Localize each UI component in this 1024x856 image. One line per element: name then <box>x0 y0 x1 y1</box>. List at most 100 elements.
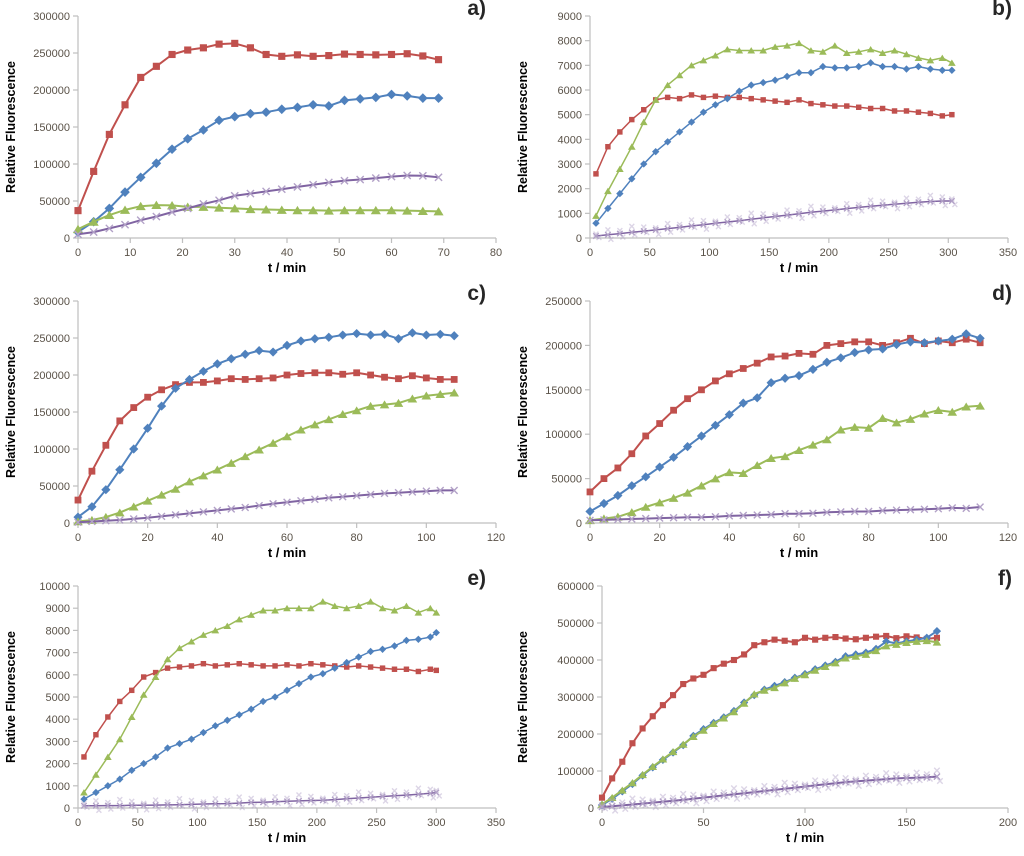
square-marker <box>311 369 319 377</box>
triangle-marker <box>617 786 627 794</box>
y-tick-label: 2000 <box>46 759 70 771</box>
x-marker <box>781 509 789 518</box>
diamond-marker <box>296 336 306 346</box>
square-marker <box>676 95 683 102</box>
y-axis-title: Relative Fluorescence <box>516 346 530 479</box>
square-marker <box>158 386 165 394</box>
x-marker <box>598 803 606 811</box>
x-marker <box>882 775 890 783</box>
triangle-marker <box>198 202 209 211</box>
square-marker <box>137 73 145 81</box>
x-marker <box>711 512 720 521</box>
x-marker <box>725 512 734 520</box>
y-tick-label: 9000 <box>46 603 70 615</box>
x-marker <box>430 794 437 801</box>
y-tick-label: 400000 <box>557 655 594 667</box>
square-marker <box>325 52 333 60</box>
x-tick-label: 350 <box>487 817 505 829</box>
square-marker <box>140 674 147 680</box>
triangle-marker <box>975 401 985 410</box>
square-marker <box>272 663 278 669</box>
x-marker <box>262 187 271 196</box>
x-marker <box>319 797 327 804</box>
triangle-marker <box>198 471 209 480</box>
x-marker <box>807 209 815 216</box>
square-marker <box>784 99 790 106</box>
diamond-marker <box>414 635 423 643</box>
diamond-marker <box>933 336 943 346</box>
y-tick-label: 0 <box>64 233 70 245</box>
square-marker <box>820 102 826 108</box>
square-marker <box>915 109 922 115</box>
square-marker <box>144 393 152 401</box>
triangle-marker <box>170 484 181 493</box>
triangle-marker <box>324 415 334 424</box>
x-marker <box>334 801 341 808</box>
x-marker <box>962 504 971 513</box>
panel-letter-a: a) <box>467 0 486 20</box>
square-marker <box>949 111 955 118</box>
square-marker <box>391 666 398 672</box>
x-marker <box>811 777 819 784</box>
x-marker <box>892 774 900 782</box>
x-marker <box>903 200 910 207</box>
x-marker <box>934 504 943 513</box>
x-marker <box>774 791 781 798</box>
series-green-triangles <box>597 636 942 808</box>
triangle-marker <box>842 49 851 57</box>
x-marker <box>700 221 707 228</box>
square-marker <box>903 108 910 114</box>
square-marker <box>842 635 849 642</box>
triangle-marker <box>780 679 790 687</box>
x-marker <box>896 779 903 787</box>
triangle-marker <box>433 206 444 216</box>
square-marker <box>855 104 862 110</box>
x-marker <box>131 803 138 810</box>
x-marker <box>418 171 427 180</box>
x-marker <box>236 799 243 807</box>
square-marker <box>939 113 946 119</box>
diamond-marker <box>604 204 612 213</box>
triangle-marker <box>766 453 776 462</box>
series-red-squares <box>598 632 941 801</box>
x-marker <box>730 785 738 792</box>
triangle-marker <box>830 42 839 49</box>
chart-a-canvas: 0 10 20 30 40 50 60 70 80 0 50000 100000 150000 20000… <box>33 11 502 259</box>
series-green-triangles <box>592 39 956 219</box>
x-tick-label: 120 <box>487 532 505 544</box>
x-marker <box>652 224 659 231</box>
diamond-marker <box>235 711 243 719</box>
diamond-marker <box>229 111 240 122</box>
y-tick-label: 4000 <box>558 134 582 146</box>
x-marker <box>322 798 329 805</box>
diamond-marker <box>407 328 417 338</box>
x-marker <box>693 800 700 807</box>
y-axis-title: Relative Fluorescence <box>516 61 530 194</box>
triangle-marker <box>390 607 399 614</box>
square-marker <box>164 665 171 671</box>
x-marker <box>167 208 177 217</box>
square-marker <box>808 100 814 107</box>
square-marker <box>433 667 440 674</box>
triangle-marker <box>616 165 624 172</box>
x-marker <box>370 795 377 802</box>
triangle-marker <box>449 388 459 397</box>
series-line-green-triangles <box>589 404 982 522</box>
diamond-marker <box>855 62 863 71</box>
diamond-marker <box>687 118 696 126</box>
square-marker <box>823 342 831 349</box>
x-marker <box>976 503 985 511</box>
triangle-marker <box>421 391 432 400</box>
triangle-marker <box>831 659 840 667</box>
diamond-marker <box>240 349 250 359</box>
triangle-marker <box>414 609 423 616</box>
x-marker <box>260 797 267 804</box>
triangle-marker <box>283 604 291 612</box>
square-marker <box>130 404 138 411</box>
triangle-marker <box>104 210 115 220</box>
y-tick-label: 5000 <box>558 110 582 122</box>
diamond-marker <box>140 759 148 768</box>
square-marker <box>730 656 738 664</box>
diamond-marker <box>104 203 115 214</box>
triangle-marker <box>752 461 762 470</box>
